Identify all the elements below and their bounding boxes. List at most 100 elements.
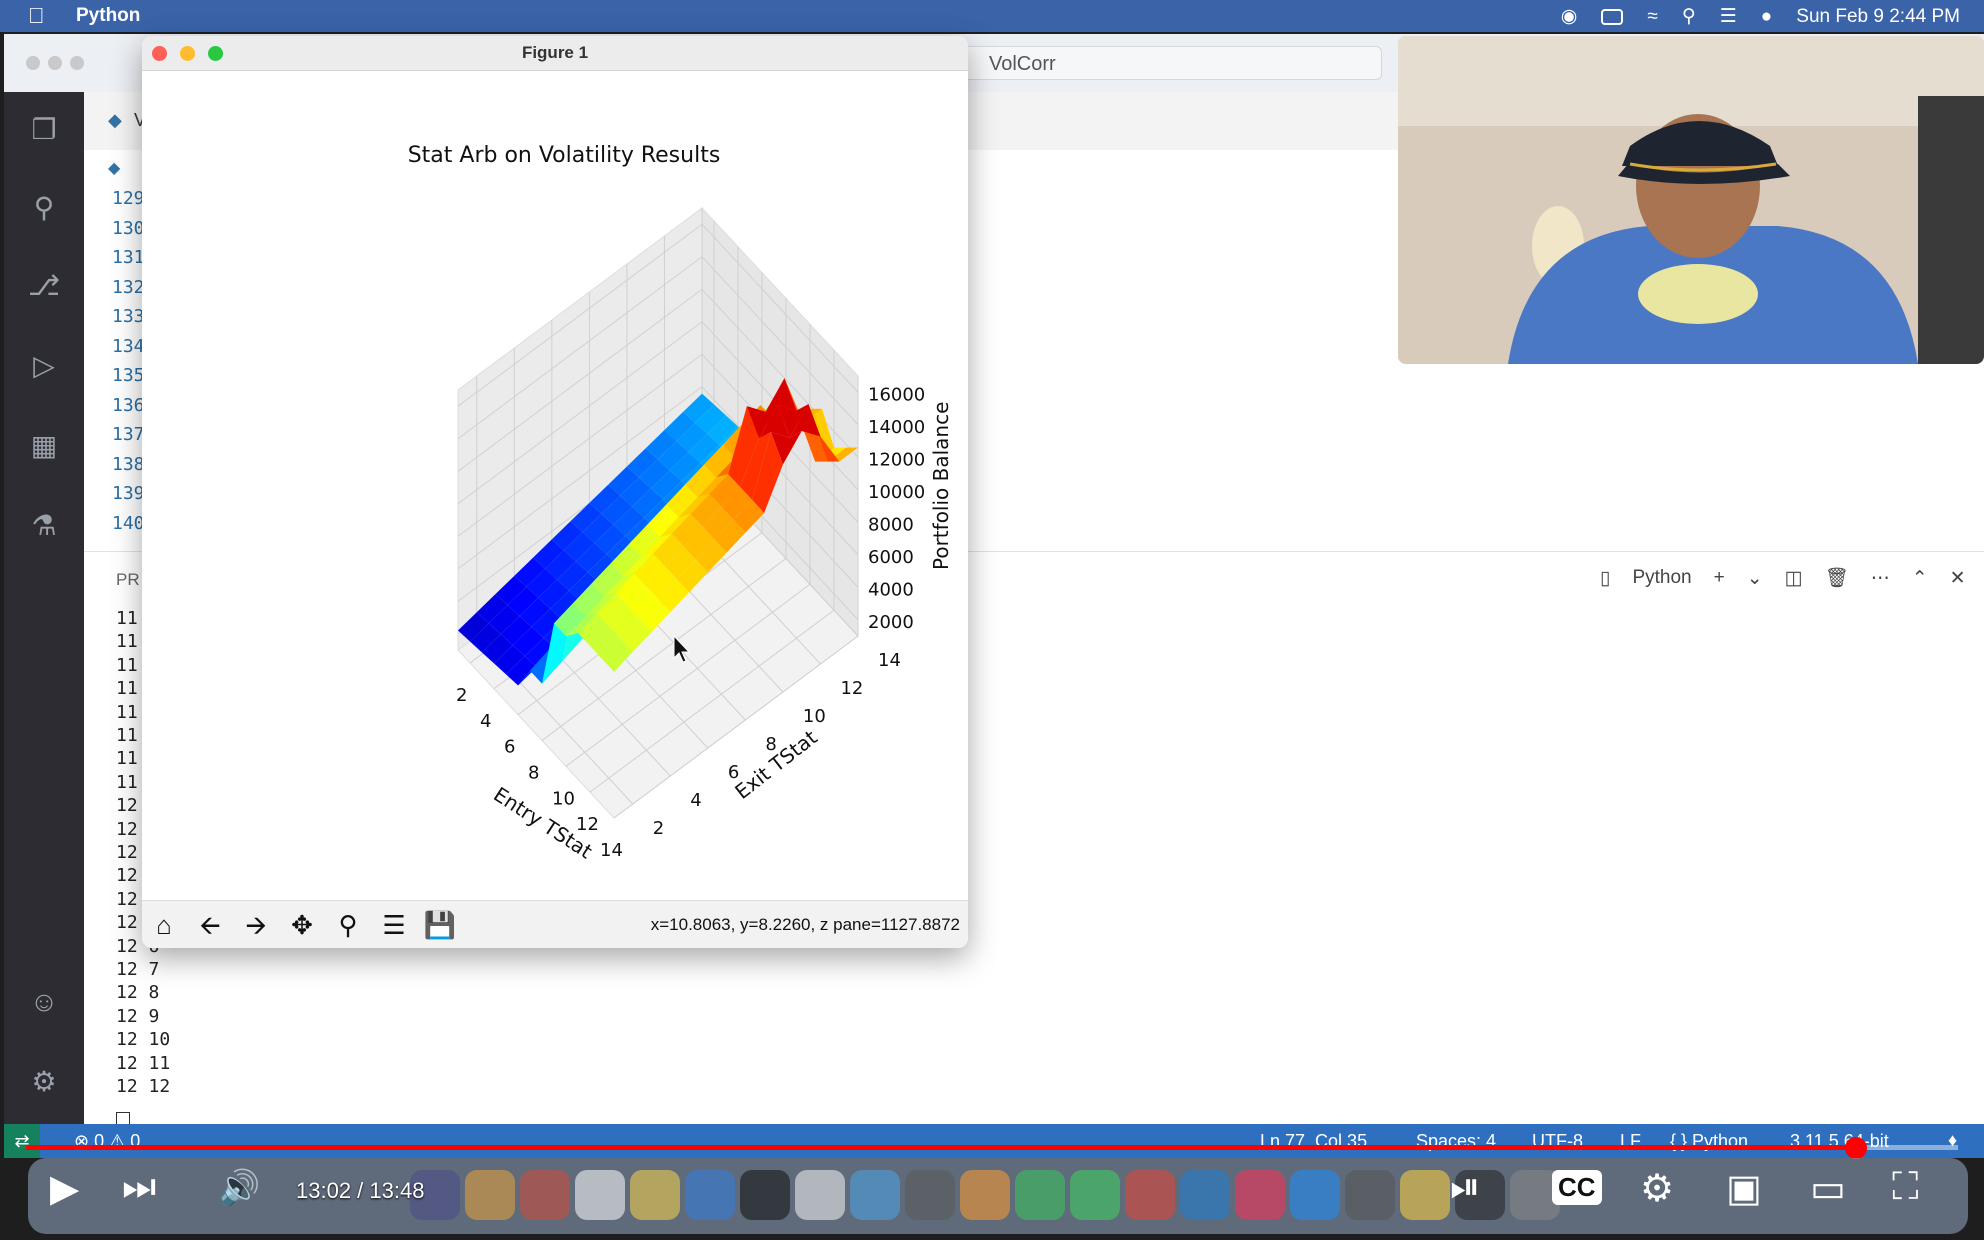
z-tick-label: 2000 <box>868 612 914 633</box>
app-name[interactable]: Python <box>76 5 141 26</box>
theater-mode-icon[interactable]: ▭ <box>1810 1168 1846 1210</box>
autoplay-toggle-icon[interactable]: ⏯ <box>1450 1166 1481 1208</box>
extensions-icon[interactable]: ▦ <box>30 430 58 461</box>
miniplayer-icon[interactable]: ▣ <box>1726 1168 1762 1210</box>
photos-app-icon[interactable] <box>960 1170 1010 1220</box>
vscode-close-button[interactable] <box>26 56 40 70</box>
figure-zoom-button[interactable] <box>208 46 223 61</box>
terminal-line: 12 <box>116 795 138 817</box>
search-icon[interactable]: ⚲ <box>33 192 55 223</box>
save-icon[interactable]: 💾 <box>423 910 457 940</box>
music-app-icon[interactable] <box>1235 1170 1285 1220</box>
surface-facet <box>770 431 802 465</box>
wifi-icon[interactable]: ≈ <box>1647 5 1658 27</box>
surface-facet <box>602 638 633 672</box>
system-settings-icon[interactable] <box>1345 1170 1395 1220</box>
xcode-app-icon[interactable] <box>1180 1170 1230 1220</box>
back-arrow-icon[interactable]: 🡨 <box>199 910 221 940</box>
freeform-app-icon[interactable] <box>685 1170 735 1220</box>
terminal-app-icon[interactable] <box>1455 1170 1505 1220</box>
screenshot-app-icon[interactable] <box>905 1170 955 1220</box>
source-control-icon[interactable]: ⎇ <box>27 270 61 301</box>
surface-facet <box>622 553 654 577</box>
figure-toolbar: ⌂ 🡨 🡪 ✥ ⚲ ☰ 💾 x=10.8063, y=8.2260, z pan… <box>142 900 968 948</box>
surface-facet <box>608 466 639 496</box>
more-actions-icon[interactable]: ⋯ <box>1870 567 1890 589</box>
menubar-clock[interactable]: Sun Feb 9 2:44 PM <box>1796 5 1960 27</box>
maximize-panel-icon[interactable]: ⌃ <box>1911 567 1928 589</box>
forward-arrow-icon[interactable]: 🡪 <box>245 910 267 940</box>
python-app-icon[interactable] <box>1400 1170 1450 1220</box>
testing-icon[interactable]: ⚗ <box>31 510 57 541</box>
panel-tab-problems[interactable]: PR <box>116 570 140 589</box>
trash-icon[interactable]: 🗑 <box>1824 568 1849 589</box>
settings-gear-icon[interactable]: ⚙ <box>31 1066 57 1097</box>
line-number: 132 <box>112 276 145 298</box>
surface-facet <box>704 444 735 478</box>
battery-icon[interactable] <box>1601 8 1624 25</box>
video-scrubber-handle[interactable] <box>1844 1137 1867 1159</box>
next-video-icon[interactable]: ⏭ <box>122 1166 157 1208</box>
notes-app-icon[interactable] <box>630 1170 680 1220</box>
z-tick-label: 8000 <box>868 514 914 535</box>
pan-icon[interactable]: ✥ <box>291 910 313 940</box>
chevron-down-icon[interactable]: ⌄ <box>1746 567 1763 589</box>
siri-icon[interactable]: ● <box>1760 5 1773 27</box>
surface-facet <box>639 599 671 633</box>
terminal-line: 12 <box>116 865 138 887</box>
control-center-icon[interactable]: ☰ <box>1719 6 1737 27</box>
reminders-app-icon[interactable] <box>795 1170 845 1220</box>
apple-icon[interactable]:  <box>28 3 45 29</box>
record-icon[interactable]: ◉ <box>1560 6 1578 27</box>
spotlight-search-icon[interactable]: ⚲ <box>1681 6 1696 27</box>
surface-facet <box>506 656 537 686</box>
home-icon[interactable]: ⌂ <box>156 910 172 940</box>
terminal-name[interactable]: Python <box>1632 567 1692 588</box>
facetime-app-icon[interactable] <box>1070 1170 1120 1220</box>
explorer-icon[interactable]: ❐ <box>31 114 57 145</box>
line-number: 140 <box>112 512 145 534</box>
surface-facet <box>570 502 602 533</box>
volume-icon[interactable]: 🔊 <box>218 1169 261 1207</box>
surface-facet <box>733 500 765 533</box>
remote-icon[interactable]: ⇄ <box>4 1124 40 1158</box>
vscode-zoom-button[interactable] <box>70 56 84 70</box>
surface-facet <box>683 526 715 560</box>
calendar-app-icon[interactable] <box>575 1170 625 1220</box>
terminal-line: 11 <box>116 725 138 746</box>
surface-facet <box>765 378 797 412</box>
vscode-minimize-button[interactable] <box>48 56 62 70</box>
split-terminal-icon[interactable]: ◫ <box>1784 567 1803 589</box>
maps-app-icon[interactable] <box>850 1170 900 1220</box>
captions-icon[interactable]: CC <box>1552 1170 1602 1205</box>
surface-facet <box>645 430 677 460</box>
zoom-icon[interactable]: ⚲ <box>338 910 358 940</box>
account-icon[interactable]: ☺ <box>29 986 59 1017</box>
firefox-app-icon[interactable] <box>465 1170 515 1220</box>
app-store-icon[interactable] <box>1290 1170 1340 1220</box>
configure-icon[interactable]: ☰ <box>382 910 406 940</box>
command-center-search[interactable]: VolCorr <box>956 46 1382 80</box>
play-icon[interactable]: ▶ <box>50 1168 80 1210</box>
search-text: VolCorr <box>989 53 1056 75</box>
figure-minimize-button[interactable] <box>180 46 195 61</box>
chrome-app-icon[interactable] <box>410 1170 460 1220</box>
launchpad-icon[interactable] <box>520 1170 570 1220</box>
notifications-bell-icon[interactable]: ♦ <box>1948 1130 1958 1150</box>
new-terminal-plus-icon[interactable]: + <box>1713 567 1725 588</box>
surface-facet <box>665 546 696 580</box>
surface-facet <box>495 575 527 606</box>
coordinate-readout: x=10.8063, y=8.2260, z pane=1127.8872 <box>650 915 960 934</box>
figure-close-button[interactable] <box>152 46 167 61</box>
news-app-icon[interactable] <box>1125 1170 1175 1220</box>
help-app-icon[interactable] <box>1510 1170 1560 1220</box>
surface-facet <box>697 474 729 498</box>
fullscreen-icon[interactable]: ⛶ <box>1892 1166 1919 1208</box>
messages-app-icon[interactable] <box>1015 1170 1065 1220</box>
run-debug-icon[interactable]: ▷ <box>33 350 55 381</box>
video-settings-gear-icon[interactable]: ⚙ <box>1640 1168 1675 1210</box>
close-panel-icon[interactable]: ✕ <box>1949 567 1966 589</box>
tv-app-icon[interactable] <box>740 1170 790 1220</box>
surface-plot[interactable]: 2468101214246810121420004000600080001000… <box>142 70 968 900</box>
surface-facet <box>669 451 701 482</box>
